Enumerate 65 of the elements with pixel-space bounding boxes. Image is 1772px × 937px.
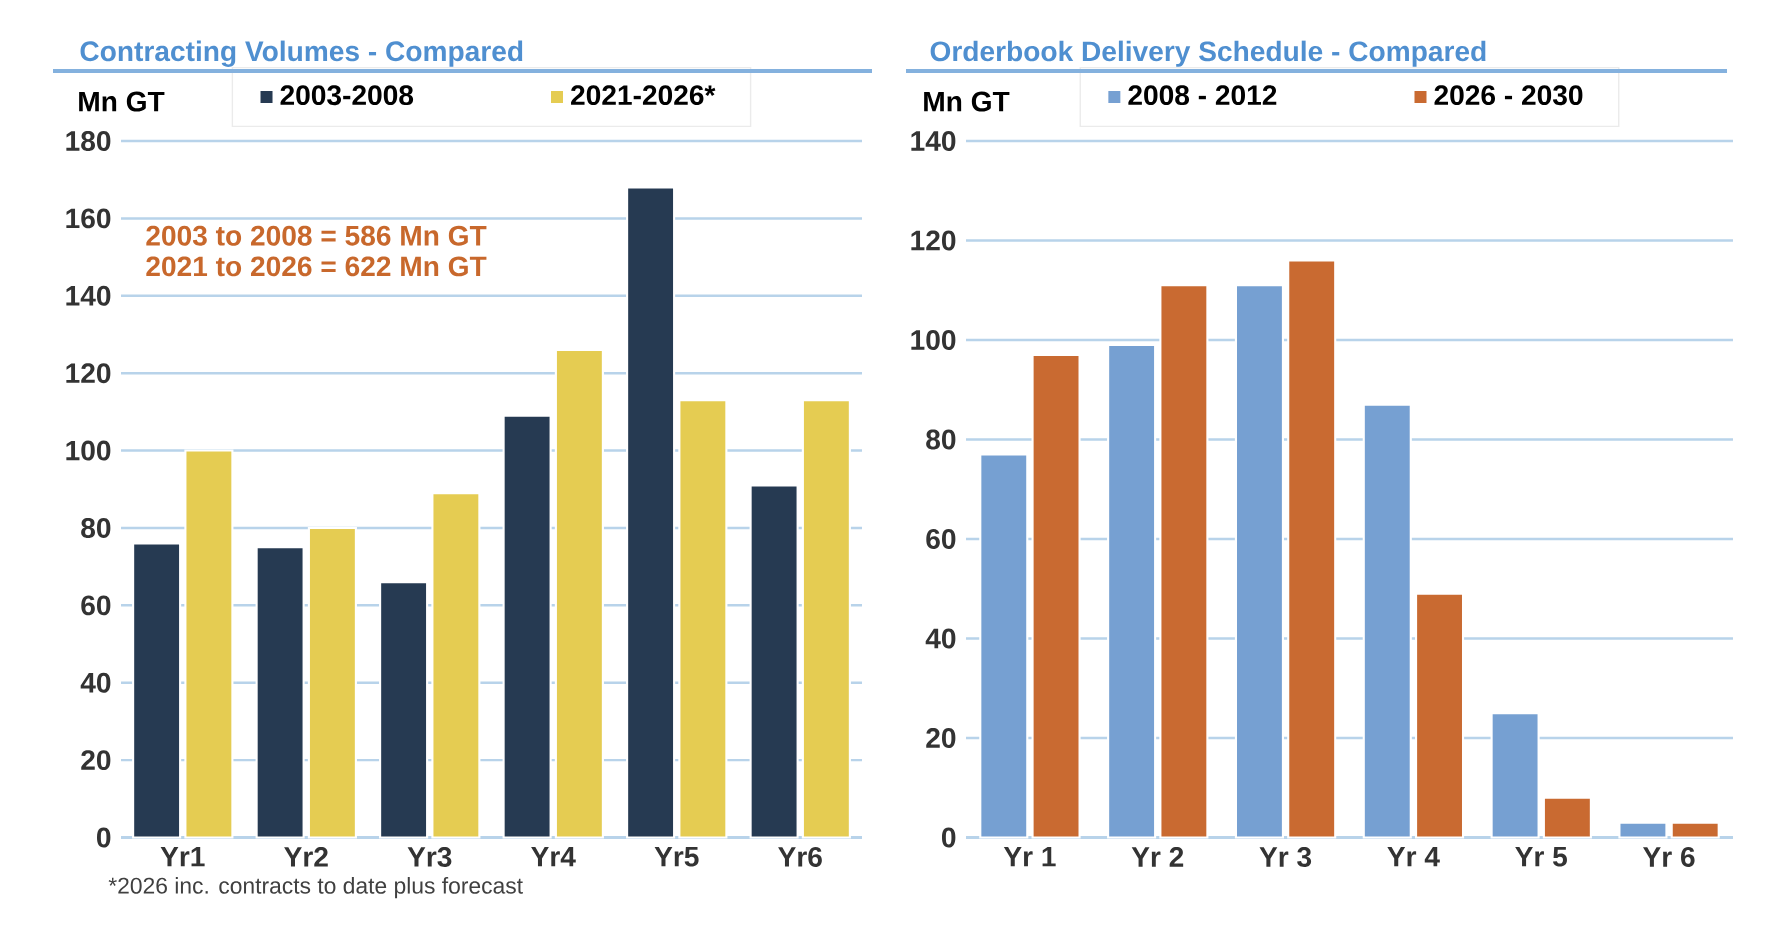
bar bbox=[1362, 403, 1412, 839]
x-tick-label: Yr1 bbox=[160, 846, 205, 867]
bar bbox=[379, 581, 429, 839]
y-tick-label: 100 bbox=[911, 330, 956, 350]
bar bbox=[1542, 796, 1592, 839]
bar bbox=[502, 414, 552, 839]
y-tick-label: 80 bbox=[926, 429, 956, 450]
x-tick-label: Yr 1 bbox=[1003, 846, 1056, 867]
y-tick-label: 60 bbox=[81, 595, 111, 616]
x-tick-label: Yr6 bbox=[778, 847, 822, 867]
bar bbox=[1031, 353, 1081, 839]
x-tick-label: Yr 4 bbox=[1387, 846, 1440, 867]
legend-label: 2026 - 2030 bbox=[1434, 85, 1583, 106]
y-tick-label: 40 bbox=[925, 628, 956, 649]
legend-label: 2008 - 2012 bbox=[1128, 85, 1277, 106]
bar bbox=[431, 492, 481, 839]
bar bbox=[1414, 592, 1465, 839]
bar bbox=[801, 399, 851, 839]
y-tick-label: 40 bbox=[80, 672, 111, 693]
legend-label: 2021-2026* bbox=[571, 85, 716, 106]
y-tick-label: 20 bbox=[81, 750, 111, 771]
x-tick-label: Yr 6 bbox=[1642, 847, 1695, 867]
chart-title: Contracting Volumes - Compared bbox=[80, 40, 523, 67]
y-axis-title: Mn GT bbox=[79, 91, 165, 112]
y-tick-label: 120 bbox=[911, 230, 956, 251]
chart-title: Orderbook Delivery Schedule - Compared bbox=[930, 40, 1486, 67]
bar bbox=[678, 399, 728, 839]
x-tick-label: Yr4 bbox=[531, 846, 576, 867]
annotation: 2003 to 2008 = 586 Mn GT bbox=[146, 225, 487, 246]
bar bbox=[979, 453, 1029, 839]
bar bbox=[1618, 821, 1668, 839]
y-tick-label: 0 bbox=[96, 827, 111, 848]
bar bbox=[1234, 284, 1285, 839]
x-tick-label: Yr5 bbox=[654, 846, 699, 867]
bar bbox=[184, 449, 234, 839]
bar bbox=[255, 546, 305, 839]
y-tick-label: 160 bbox=[66, 208, 111, 229]
bar bbox=[1287, 259, 1337, 839]
bar bbox=[1670, 821, 1720, 839]
bar bbox=[1490, 712, 1540, 839]
y-tick-label: 120 bbox=[66, 363, 111, 384]
bar bbox=[307, 526, 357, 839]
y-tick-label: 180 bbox=[66, 131, 111, 151]
bar bbox=[1107, 343, 1157, 839]
y-tick-label: 20 bbox=[926, 728, 956, 748]
bar bbox=[554, 348, 604, 839]
x-tick-label: Yr3 bbox=[407, 847, 452, 867]
legend-label: 2003-2008 bbox=[280, 85, 414, 106]
bar bbox=[749, 484, 799, 839]
x-tick-label: Yr 3 bbox=[1259, 847, 1312, 867]
text: *2026 inc. contracts to date plus forecast bbox=[108, 877, 523, 899]
bar bbox=[1159, 284, 1209, 839]
y-tick-label: 0 bbox=[941, 827, 956, 848]
y-axis-title: Mn GT bbox=[924, 91, 1010, 112]
y-tick-label: 80 bbox=[81, 518, 111, 538]
bar bbox=[132, 542, 182, 839]
x-tick-label: Yr 2 bbox=[1131, 847, 1184, 867]
bar bbox=[626, 186, 676, 839]
x-tick-label: Yr2 bbox=[284, 847, 328, 867]
y-tick-label: 140 bbox=[911, 131, 956, 151]
x-tick-label: Yr 5 bbox=[1515, 846, 1567, 867]
y-tick-label: 140 bbox=[66, 285, 111, 306]
annotation: 2021 to 2026 = 622 Mn GT bbox=[146, 256, 487, 277]
y-tick-label: 100 bbox=[66, 440, 111, 461]
y-tick-label: 60 bbox=[926, 529, 956, 549]
